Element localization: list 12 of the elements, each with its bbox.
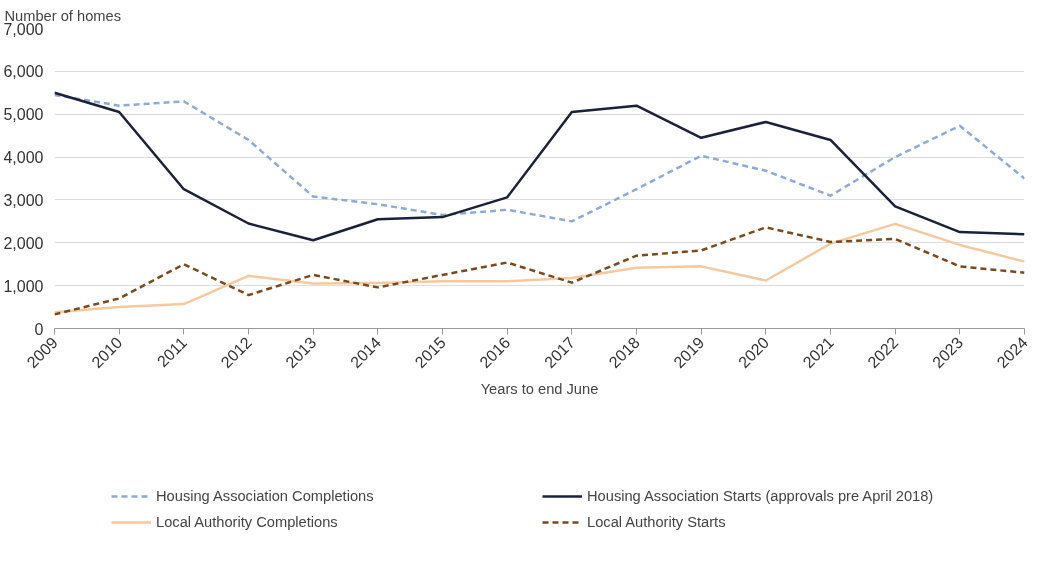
y-tick-label: 3,000 <box>3 191 44 209</box>
y-tick-label: 0 <box>34 320 44 338</box>
legend-label: Local Authority Completions <box>156 513 339 530</box>
y-tick-label: 2,000 <box>3 234 44 252</box>
y-tick-label: 4,000 <box>3 149 44 167</box>
y-tick-label: 6,000 <box>3 63 44 81</box>
legend-label: Housing Association Starts (approvals pre April 2018) <box>587 487 935 504</box>
y-tick-label: 5,000 <box>3 106 44 124</box>
y-tick-label: 1,000 <box>3 277 44 295</box>
legend-label: Local Authority Starts <box>587 513 727 530</box>
x-axis-title: Years to end June <box>480 381 599 398</box>
legend-label: Housing Association Completions <box>156 487 375 504</box>
